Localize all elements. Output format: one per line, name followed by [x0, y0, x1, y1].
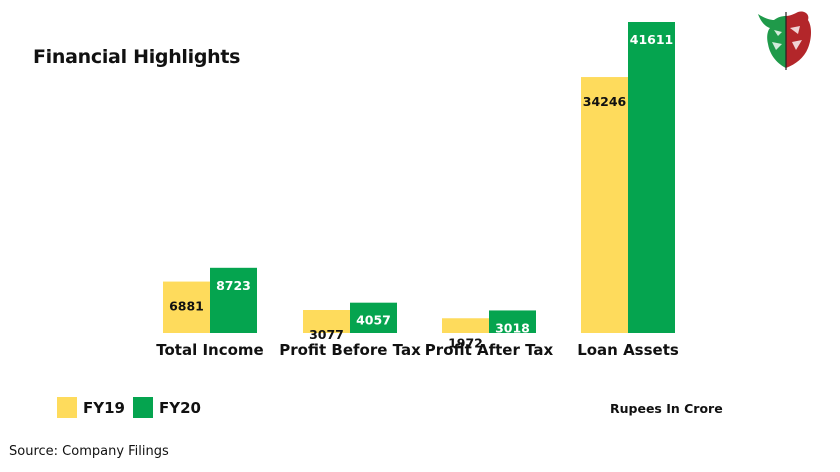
data-label: 1972 [448, 335, 483, 350]
data-label: 8723 [216, 278, 251, 293]
bar-fy19-loan-assets [581, 77, 628, 333]
data-label: 6881 [169, 299, 204, 314]
bar-fy19-profit-after-tax [442, 318, 489, 333]
data-label: 34246 [583, 94, 627, 109]
bar-fy20-profit-before-tax [350, 302, 397, 333]
bar-fy20-loan-assets [628, 22, 675, 333]
bull-bear-logo-icon [758, 11, 811, 70]
legend-label-fy20: FY20 [159, 398, 201, 417]
category-label: Profit After Tax [425, 341, 554, 359]
units-note: Rupees In Crore [610, 401, 723, 416]
bar-fy19-profit-before-tax [303, 310, 350, 333]
data-label: 41611 [630, 32, 674, 47]
source-note: Source: Company Filings [9, 444, 169, 459]
bar-fy20-total-income [210, 267, 257, 333]
bull-head-icon [758, 14, 786, 68]
category-label: Profit Before Tax [279, 341, 421, 359]
data-label: 3077 [309, 327, 344, 342]
legend-swatch-fy19 [57, 397, 77, 418]
legend-item-fy19: FY19 [57, 397, 125, 418]
bear-head-icon [786, 11, 811, 69]
legend-swatch-fy20 [133, 397, 153, 418]
category-label: Loan Assets [577, 341, 679, 359]
bar-fy19-total-income [163, 281, 210, 333]
bar-chart: 6881 8723 Total Income 3077 4057 Profit Befor… [156, 22, 679, 359]
category-label: Total Income [156, 341, 263, 359]
bar-fy20-profit-after-tax [489, 310, 536, 333]
data-label: 3018 [495, 320, 530, 335]
legend-item-fy20: FY20 [133, 397, 201, 418]
legend-label-fy19: FY19 [83, 398, 125, 417]
data-label: 4057 [356, 313, 391, 328]
chart-title: Financial Highlights [33, 46, 241, 68]
